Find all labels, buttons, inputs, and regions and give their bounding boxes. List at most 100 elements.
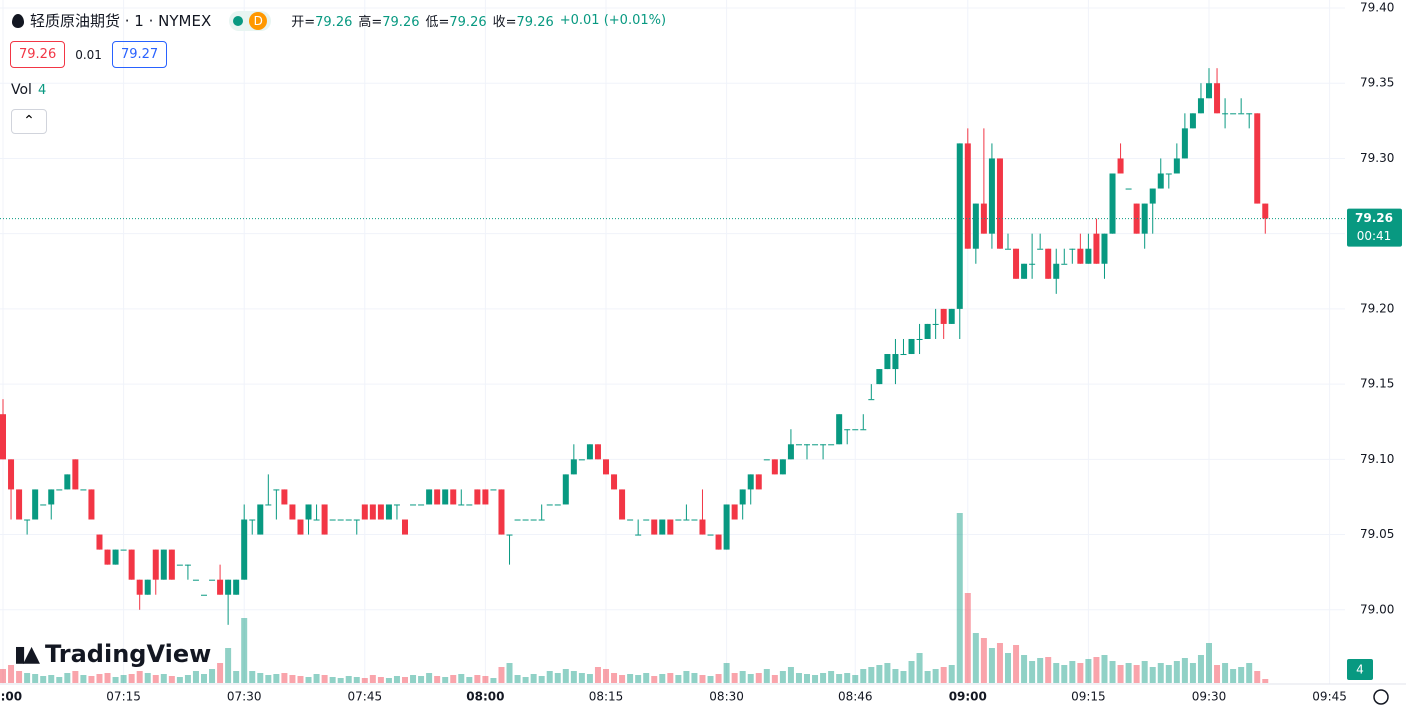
candle-body — [16, 489, 23, 520]
volume-bar — [522, 677, 529, 683]
candle-body — [723, 504, 730, 550]
volume-bar — [956, 513, 963, 683]
volume-bar — [297, 676, 304, 683]
candle-body — [876, 369, 883, 385]
change: +0.01 (+0.01%) — [559, 13, 667, 28]
y-tick-label: 79.30 — [1360, 151, 1394, 165]
candle-body — [956, 143, 963, 309]
candle-body — [104, 549, 111, 565]
candle-body — [1157, 173, 1164, 189]
volume-bar — [353, 677, 360, 683]
volume-bar — [201, 674, 207, 683]
volume-bar — [530, 674, 537, 683]
volume-bar — [498, 667, 505, 683]
volume-bar — [1173, 661, 1180, 683]
candle-body — [1246, 113, 1253, 115]
candle-body — [257, 504, 264, 535]
candle-body — [747, 474, 754, 490]
y-tick-label: 79.40 — [1360, 1, 1394, 15]
ohlc-values: 开=79.26 高=79.26 低=79.26 收=79.26 — [291, 11, 560, 30]
volume-bar — [209, 669, 216, 683]
settings-icon[interactable] — [1373, 689, 1389, 705]
ohlc-key: 高= — [358, 15, 383, 30]
volume-bar — [651, 676, 658, 683]
volume-bar — [24, 673, 31, 683]
volume-bar — [112, 677, 119, 683]
ohlc-value: 79.26 — [449, 15, 487, 30]
candle-body — [514, 519, 521, 521]
volume-bar — [611, 673, 618, 683]
candle-body — [1125, 188, 1132, 190]
volume-bar — [1125, 663, 1132, 683]
volume-bar — [72, 671, 79, 683]
ask[interactable]: 79.27 — [111, 41, 168, 68]
candle-body — [627, 519, 634, 521]
volume-bar — [8, 665, 15, 683]
volume-bar — [739, 671, 746, 683]
volume-bar — [1117, 665, 1124, 683]
candle-body — [804, 444, 810, 446]
candle-body — [281, 489, 288, 505]
volume-bar — [1141, 661, 1148, 683]
candle-body — [176, 564, 183, 566]
market-status[interactable]: D — [229, 10, 272, 31]
volume-bar — [1149, 667, 1156, 683]
candle-body — [233, 579, 240, 595]
volume-bar — [691, 673, 698, 683]
volume-bar — [578, 673, 585, 683]
ohlc-value: 79.26 — [382, 15, 420, 30]
volume-bar — [1053, 663, 1060, 683]
volume-bar — [892, 669, 899, 683]
volume-bar — [442, 677, 449, 683]
volume-bar — [402, 677, 408, 683]
candle-body — [1045, 248, 1052, 279]
volume-bar — [659, 674, 666, 683]
volume-bar — [313, 674, 320, 683]
candle-body — [948, 308, 955, 324]
candle-body — [1254, 113, 1261, 204]
candle-body — [1093, 233, 1100, 264]
volume-bar — [514, 675, 521, 683]
candle-body — [265, 504, 272, 506]
candle-body — [1037, 248, 1044, 250]
candle-body — [932, 323, 939, 325]
candle-body — [1069, 248, 1076, 250]
candle-body — [731, 504, 738, 520]
symbol-title[interactable]: 轻质原油期货 · 1 · NYMEX — [30, 12, 212, 30]
candle-body — [249, 519, 256, 521]
ohlc-item: 开=79.26 — [291, 15, 352, 30]
x-tick-label: 08:00 — [466, 690, 504, 704]
candle-body — [1061, 263, 1068, 265]
volume-bar — [305, 677, 312, 683]
volume-bar — [64, 673, 71, 683]
candle-body — [225, 579, 232, 595]
candle-body — [852, 429, 859, 431]
candle-body — [868, 399, 875, 401]
candle-body — [1214, 83, 1221, 114]
volume-bar — [828, 671, 835, 683]
collapse-button[interactable]: ⌃ — [11, 109, 47, 134]
candle-body — [964, 143, 971, 249]
volume-bar — [1189, 663, 1196, 683]
candle-body — [538, 519, 545, 521]
symbol-legend: 轻质原油期货 · 1 · NYMEX D 开=79.26 高=79.26 低=79.… — [12, 10, 672, 31]
volume-bar — [948, 665, 955, 683]
candle-body — [779, 459, 786, 475]
volume-bar — [265, 675, 272, 683]
logo: ▮▲ TradingView — [14, 640, 211, 668]
candle-body — [715, 534, 722, 550]
volume-bar — [410, 675, 417, 683]
candle-body — [683, 519, 690, 521]
candle-body — [450, 489, 457, 505]
volume-bar — [675, 675, 682, 683]
candle-body — [667, 519, 674, 535]
candle-body — [675, 519, 682, 521]
volume-bar — [385, 678, 392, 683]
countdown-label: 00:41 — [1357, 229, 1392, 243]
volume-bar — [715, 674, 722, 683]
bid[interactable]: 79.26 — [10, 41, 66, 68]
candle-body — [755, 474, 762, 490]
volume-bar — [980, 638, 987, 683]
